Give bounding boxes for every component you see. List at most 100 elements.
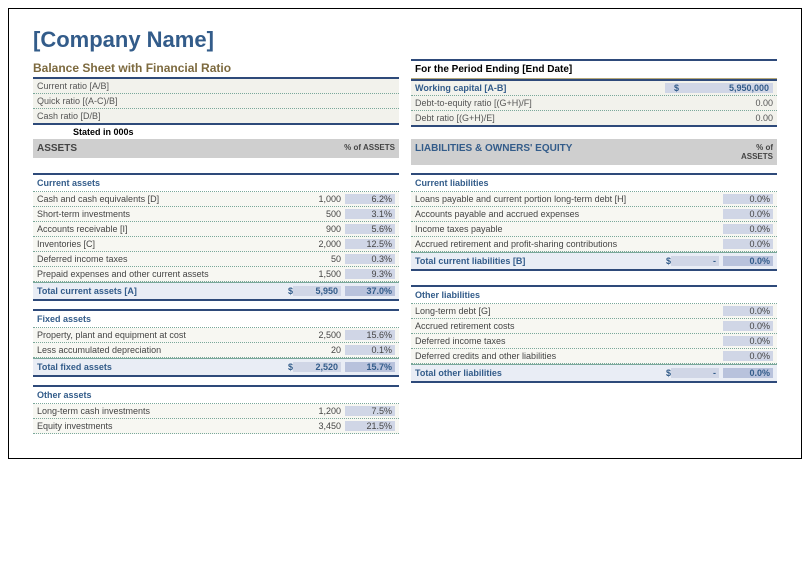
total-row: Total fixed assets $ 2,520 15.7% (33, 358, 399, 377)
row-value: 2,500 (281, 330, 341, 340)
ratio-row: Working capital [A-B] $ 5,950,000 (411, 81, 777, 96)
row-value (659, 224, 719, 234)
ratio-value (305, 81, 395, 91)
liabilities-header: LIABILITIES & OWNERS' EQUITY % of ASSETS (411, 139, 777, 165)
row-percent: 0.1% (345, 345, 395, 355)
total-value: - (671, 368, 719, 378)
ratio-value: 5,950,000 (683, 83, 773, 93)
ratio-currency (665, 113, 683, 123)
row-label: Prepaid expenses and other current asset… (37, 269, 281, 279)
row-percent: 5.6% (345, 224, 395, 234)
row-label: Deferred income taxes (415, 336, 659, 346)
row-label: Long-term debt [G] (415, 306, 659, 316)
period-label: For the Period Ending [End Date] (411, 59, 777, 79)
row-percent: 0.0% (723, 306, 773, 316)
total-row: Total other liabilities $ - 0.0% (411, 364, 777, 383)
data-row: Deferred income taxes 50 0.3% (33, 252, 399, 267)
ratio-row: Debt ratio [(G+H)/E] 0.00 (411, 111, 777, 125)
total-label: Total fixed assets (37, 362, 281, 372)
block-title: Current assets (33, 173, 399, 192)
body: Current assets Cash and cash equivalents… (33, 165, 777, 434)
data-row: Income taxes payable 0.0% (411, 222, 777, 237)
total-label: Total current liabilities [B] (415, 256, 659, 266)
row-label: Income taxes payable (415, 224, 659, 234)
row-percent: 12.5% (345, 239, 395, 249)
subtitle: Balance Sheet with Financial Ratio (33, 59, 399, 77)
row-label: Accrued retirement costs (415, 321, 659, 331)
ratio-label: Debt ratio [(G+H)/E] (415, 113, 665, 123)
row-percent: 0.0% (723, 351, 773, 361)
row-label: Short-term investments (37, 209, 281, 219)
row-percent: 0.0% (723, 321, 773, 331)
row-value: 3,450 (281, 421, 341, 431)
ratio-currency (287, 111, 305, 121)
row-percent: 0.0% (723, 239, 773, 249)
row-percent: 0.0% (723, 209, 773, 219)
row-value: 2,000 (281, 239, 341, 249)
stated-in: Stated in 000s (33, 125, 399, 139)
ratio-value (305, 96, 395, 106)
total-label: Total current assets [A] (37, 286, 281, 296)
ratio-row: Quick ratio [(A-C)/B] (33, 94, 399, 109)
row-value: 20 (281, 345, 341, 355)
total-row: Total current liabilities [B] $ - 0.0% (411, 252, 777, 271)
data-row: Cash and cash equivalents [D] 1,000 6.2% (33, 192, 399, 207)
row-percent: 6.2% (345, 194, 395, 204)
ratio-label: Cash ratio [D/B] (37, 111, 287, 121)
data-row: Property, plant and equipment at cost 2,… (33, 328, 399, 343)
row-value (659, 321, 719, 331)
ratio-label: Working capital [A-B] (415, 83, 665, 93)
assets-header: ASSETS % of ASSETS (33, 139, 399, 158)
row-label: Loans payable and current portion long-t… (415, 194, 659, 204)
ratio-value: 0.00 (683, 98, 773, 108)
ratio-currency (287, 96, 305, 106)
total-value: 2,520 (293, 362, 341, 372)
row-label: Cash and cash equivalents [D] (37, 194, 281, 204)
data-row: Deferred credits and other liabilities 0… (411, 349, 777, 364)
data-row: Loans payable and current portion long-t… (411, 192, 777, 207)
ratios-left: Current ratio [A/B] Quick ratio [(A-C)/B… (33, 77, 399, 125)
total-currency: $ (281, 362, 293, 372)
row-value: 1,500 (281, 269, 341, 279)
row-value (659, 239, 719, 249)
row-percent: 0.0% (723, 194, 773, 204)
ratio-currency (287, 81, 305, 91)
row-label: Accrued retirement and profit-sharing co… (415, 239, 659, 249)
row-label: Less accumulated depreciation (37, 345, 281, 355)
ratio-value: 0.00 (683, 113, 773, 123)
row-percent: 7.5% (345, 406, 395, 416)
balance-sheet: [Company Name] Balance Sheet with Financ… (8, 8, 802, 459)
total-label: Total other liabilities (415, 368, 659, 378)
row-label: Accounts receivable [I] (37, 224, 281, 234)
block-title: Other liabilities (411, 285, 777, 304)
data-row: Prepaid expenses and other current asset… (33, 267, 399, 282)
row-percent: 15.6% (345, 330, 395, 340)
block-title: Current liabilities (411, 173, 777, 192)
ratio-value (305, 111, 395, 121)
block-title: Other assets (33, 385, 399, 404)
row-value (659, 306, 719, 316)
liab-label: LIABILITIES & OWNERS' EQUITY (415, 143, 723, 161)
row-percent: 21.5% (345, 421, 395, 431)
row-value (659, 194, 719, 204)
assets-label: ASSETS (37, 143, 325, 154)
data-row: Less accumulated depreciation 20 0.1% (33, 343, 399, 358)
row-value (659, 336, 719, 346)
row-percent: 9.3% (345, 269, 395, 279)
ratio-label: Current ratio [A/B] (37, 81, 287, 91)
data-row: Long-term debt [G] 0.0% (411, 304, 777, 319)
ratio-row: Current ratio [A/B] (33, 79, 399, 94)
data-row: Short-term investments 500 3.1% (33, 207, 399, 222)
data-row: Equity investments 3,450 21.5% (33, 419, 399, 434)
total-percent: 37.0% (345, 286, 395, 296)
total-value: - (671, 256, 719, 266)
data-row: Accrued retirement and profit-sharing co… (411, 237, 777, 252)
total-percent: 15.7% (345, 362, 395, 372)
block-title: Fixed assets (33, 309, 399, 328)
row-percent: 0.0% (723, 224, 773, 234)
ratios-right: Working capital [A-B] $ 5,950,000 Debt-t… (411, 79, 777, 127)
row-value (659, 351, 719, 361)
row-value: 1,000 (281, 194, 341, 204)
ratio-row: Debt-to-equity ratio [(G+H)/F] 0.00 (411, 96, 777, 111)
row-label: Property, plant and equipment at cost (37, 330, 281, 340)
